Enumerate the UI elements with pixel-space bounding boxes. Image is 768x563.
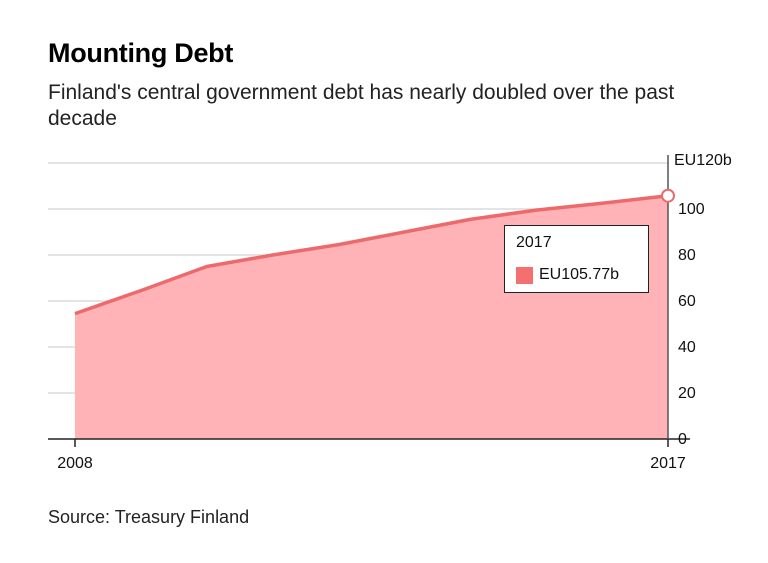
x-tick-label-2017: 2017: [650, 455, 686, 472]
y-tick-label-0: 0: [678, 431, 687, 448]
y-tick-label-120: EU120b: [674, 152, 732, 169]
tooltip-value: EU105.77b: [539, 266, 620, 283]
y-tick-label-100: 100: [678, 201, 705, 218]
hover-point-marker[interactable]: [661, 188, 675, 203]
debt-series-line: [74, 193, 669, 316]
y-tick-label-20: 20: [678, 385, 696, 402]
y-tick-label-40: 40: [678, 339, 696, 356]
tooltip-swatch: [516, 267, 533, 284]
data-tooltip: 2017 EU105.77b: [504, 225, 649, 293]
source-note: Source: Treasury Finland: [48, 507, 250, 527]
chart-title: Mounting Debt: [48, 38, 234, 68]
x-tick-label-2008: 2008: [57, 455, 93, 472]
tooltip-year: 2017: [516, 234, 552, 251]
y-tick-label-60: 60: [678, 293, 696, 310]
chart-subtitle: Finland's central government debt has ne…: [48, 81, 675, 130]
y-tick-label-80: 80: [678, 247, 696, 264]
